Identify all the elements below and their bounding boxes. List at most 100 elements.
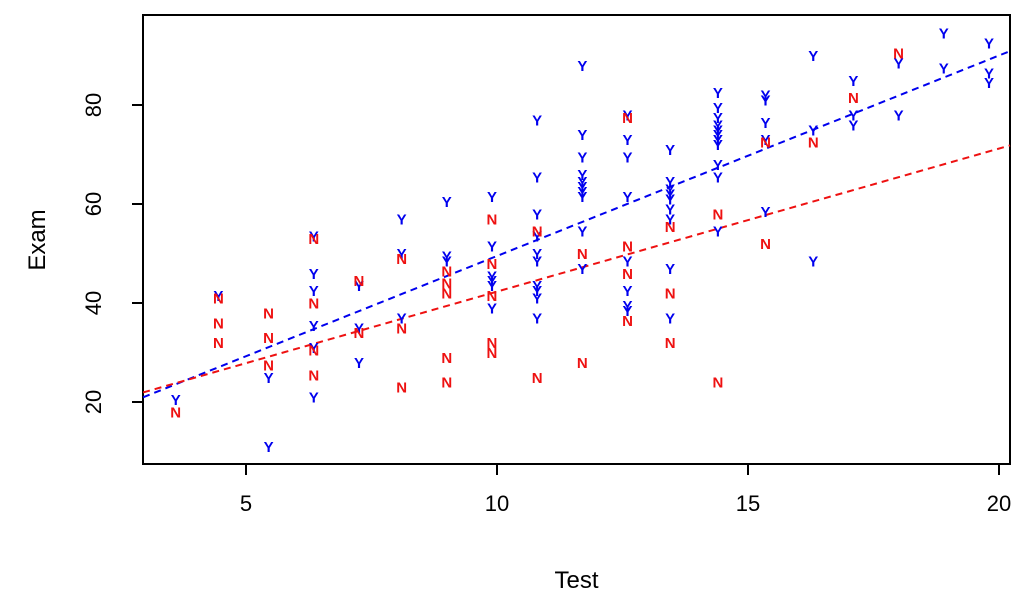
data-point-N: N [263,357,274,374]
data-point-Y: Y [713,110,723,127]
data-point-Y: Y [532,112,542,129]
data-point-N: N [665,286,676,303]
data-point-Y: Y [984,36,994,53]
data-point-Y: Y [577,184,587,201]
data-point-Y: Y [442,248,452,265]
data-point-Y: Y [532,206,542,223]
data-point-Y: Y [487,239,497,256]
data-point-Y: Y [532,229,542,246]
data-point-Y: Y [623,303,633,320]
y-tick-label: 80 [81,92,106,118]
data-point-Y: Y [713,224,723,241]
data-point-Y: Y [848,117,858,134]
data-point-N: N [396,380,407,397]
data-point-N: N [354,273,365,290]
data-point-Y: Y [623,298,633,315]
data-point-Y: Y [442,194,452,211]
data-point-Y: Y [264,439,274,456]
data-point-Y: Y [487,300,497,317]
data-point-N: N [665,335,676,352]
data-point-N: N [712,206,723,223]
data-point-N: N [893,46,904,63]
data-point-Y: Y [532,246,542,263]
data-point-Y: Y [354,355,364,372]
data-point-Y: Y [984,75,994,92]
data-point-Y: Y [623,132,633,149]
data-point-Y: Y [577,149,587,166]
data-point-Y: Y [665,310,675,327]
data-point-N: N [487,288,498,305]
data-point-Y: Y [623,189,633,206]
data-point-Y: Y [309,340,319,357]
data-point-Y: Y [309,229,319,246]
data-point-Y: Y [808,253,818,270]
data-point-N: N [308,343,319,360]
data-point-Y: Y [309,266,319,283]
data-point-Y: Y [397,246,407,263]
data-point-Y: Y [939,60,949,77]
data-point-Y: Y [532,291,542,308]
data-point-Y: Y [848,107,858,124]
data-point-Y: Y [577,261,587,278]
data-point-N: N [577,355,588,372]
data-point-N: N [354,325,365,342]
data-point-Y: Y [532,310,542,327]
data-point-N: N [622,110,633,127]
data-point-N: N [487,335,498,352]
data-point-Y: Y [713,85,723,102]
data-point-Y: Y [577,167,587,184]
data-point-Y: Y [623,149,633,166]
data-point-Y: Y [532,278,542,295]
data-point-N: N [308,367,319,384]
data-point-Y: Y [665,174,675,191]
data-point-N: N [441,286,452,303]
data-point-N: N [665,219,676,236]
data-point-Y: Y [713,117,723,134]
data-point-N: N [760,135,771,152]
data-point-Y: Y [894,107,904,124]
data-point-Y: Y [354,278,364,295]
data-point-Y: Y [577,189,587,206]
data-point-N: N [213,335,224,352]
data-point-Y: Y [761,88,771,105]
x-tick-label: 20 [986,491,1012,516]
y-tick-label: 20 [81,389,106,415]
data-point-Y: Y [713,132,723,149]
data-point-Y: Y [354,320,364,337]
data-point-N: N [441,375,452,392]
data-point-Y: Y [309,318,319,335]
data-point-Y: Y [665,142,675,159]
data-point-Y: Y [487,273,497,290]
data-point-Y: Y [577,179,587,196]
data-point-N: N [441,276,452,293]
data-point-Y: Y [309,390,319,407]
data-point-Y: Y [623,283,633,300]
data-point-Y: Y [487,189,497,206]
data-point-Y: Y [808,48,818,65]
data-point-N: N [487,211,498,228]
data-point-Y: Y [397,310,407,327]
data-point-Y: Y [264,370,274,387]
fit-lines-layer [142,50,1011,399]
data-point-Y: Y [532,283,542,300]
fit-line-N [142,144,1011,394]
data-point-N: N [308,296,319,313]
data-point-Y: Y [171,392,181,409]
data-point-Y: Y [761,132,771,149]
data-point-Y: Y [808,122,818,139]
data-point-N: N [577,246,588,263]
data-point-Y: Y [397,211,407,228]
data-point-N: N [622,239,633,256]
data-point-Y: Y [665,201,675,218]
data-point-Y: Y [761,204,771,221]
data-point-N: N [396,320,407,337]
data-point-Y: Y [713,157,723,174]
data-point-N: N [532,224,543,241]
data-point-Y: Y [761,115,771,132]
data-point-Y: Y [713,127,723,144]
data-point-Y: Y [713,137,723,154]
data-point-Y: Y [665,182,675,199]
data-point-Y: Y [623,253,633,270]
data-point-Y: Y [665,187,675,204]
